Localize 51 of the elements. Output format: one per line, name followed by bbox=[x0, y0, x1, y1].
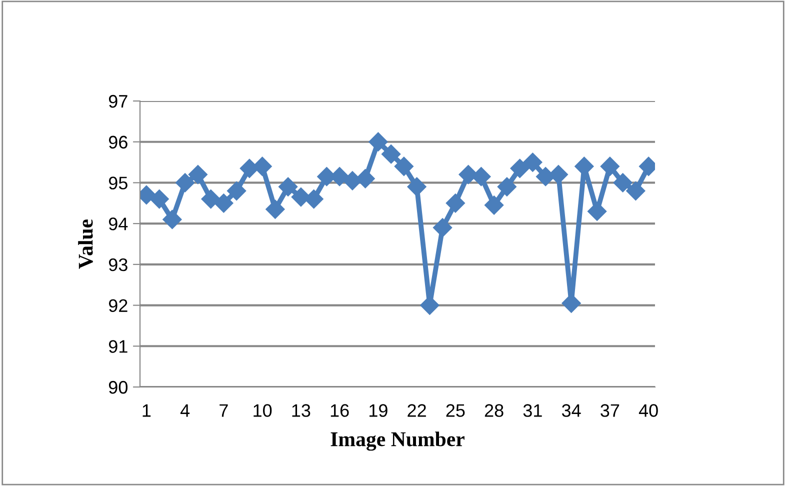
point bbox=[407, 177, 426, 196]
y-tick-label: 96 bbox=[108, 136, 128, 149]
point bbox=[510, 158, 530, 178]
point bbox=[266, 200, 285, 219]
point bbox=[600, 156, 620, 176]
point bbox=[523, 152, 542, 172]
point bbox=[497, 177, 516, 196]
y-tick-label: 90 bbox=[108, 380, 128, 394]
y-tick-label: 94 bbox=[108, 218, 128, 230]
x-tick-label: 19 bbox=[370, 404, 388, 417]
x-tick-label: 7 bbox=[220, 404, 228, 417]
x-tick-label: 31 bbox=[523, 404, 542, 417]
point bbox=[626, 181, 646, 200]
point bbox=[214, 194, 234, 213]
point bbox=[368, 132, 388, 152]
y-tick-label: 93 bbox=[108, 258, 128, 272]
x-tick-label: 25 bbox=[446, 404, 465, 417]
x-tick-label: 40 bbox=[638, 404, 658, 417]
point bbox=[201, 190, 220, 209]
point bbox=[356, 169, 375, 188]
x-tick-label: 4 bbox=[180, 404, 190, 417]
point bbox=[150, 190, 169, 209]
point bbox=[304, 190, 324, 209]
x-tick-label: 13 bbox=[292, 404, 310, 417]
point bbox=[382, 144, 401, 164]
point bbox=[484, 196, 504, 215]
point bbox=[433, 218, 452, 238]
point bbox=[394, 156, 414, 176]
y-tick-label: 92 bbox=[108, 299, 128, 312]
y-tick-label: 91 bbox=[108, 340, 128, 353]
y-tick-label: 95 bbox=[108, 176, 128, 190]
y-tick-label: 97 bbox=[108, 94, 128, 108]
x-axis-title: Image Number bbox=[330, 432, 464, 451]
point bbox=[176, 173, 195, 192]
point bbox=[588, 202, 607, 221]
x-tick-label: 1 bbox=[142, 404, 151, 417]
point bbox=[188, 165, 208, 184]
point bbox=[458, 165, 478, 184]
x-tick-label: 10 bbox=[254, 404, 272, 417]
x-tick-label: 34 bbox=[562, 404, 581, 417]
x-tick-label: 16 bbox=[330, 404, 349, 417]
point bbox=[227, 181, 246, 200]
point bbox=[162, 210, 182, 230]
point bbox=[446, 194, 465, 213]
point bbox=[278, 177, 298, 196]
point bbox=[613, 173, 632, 192]
point bbox=[472, 167, 491, 186]
x-tick-label: 28 bbox=[484, 404, 504, 417]
y-axis-title: Value bbox=[78, 219, 93, 269]
x-tick-label: 22 bbox=[408, 404, 426, 417]
x-tick-label: 37 bbox=[600, 404, 620, 417]
